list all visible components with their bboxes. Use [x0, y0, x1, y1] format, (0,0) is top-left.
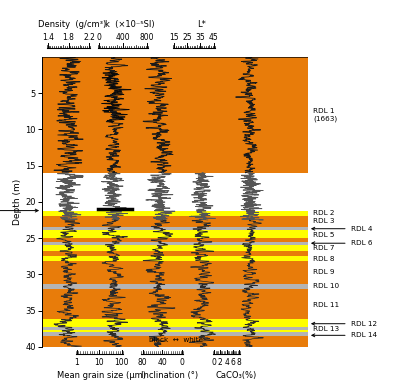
Bar: [42, 242, 308, 245]
Bar: [42, 57, 308, 173]
Bar: [42, 289, 308, 319]
Text: 80: 80: [138, 358, 147, 367]
Text: RDL 1
(1663): RDL 1 (1663): [313, 108, 338, 122]
Text: 15: 15: [169, 33, 178, 42]
Text: 25: 25: [182, 33, 192, 42]
Text: RDL 5: RDL 5: [313, 232, 335, 238]
Text: 1: 1: [74, 358, 79, 367]
Text: 10: 10: [94, 358, 104, 367]
Text: 1.8: 1.8: [63, 33, 74, 42]
Text: RDL 7: RDL 7: [313, 245, 335, 251]
Text: 8: 8: [237, 358, 242, 367]
Text: Mean grain size (μm): Mean grain size (μm): [57, 371, 146, 380]
Bar: [42, 173, 308, 211]
Text: 3709
cal BP: 3709 cal BP: [0, 204, 38, 217]
Bar: [42, 327, 308, 330]
Text: RDL 6: RDL 6: [312, 240, 372, 246]
Y-axis label: Depth (m): Depth (m): [13, 179, 22, 225]
Bar: [42, 227, 308, 230]
Bar: [42, 336, 308, 347]
Text: RDL 4: RDL 4: [312, 226, 372, 232]
Text: 100: 100: [114, 358, 129, 367]
Text: 1.4: 1.4: [42, 33, 54, 42]
Text: RDL 11: RDL 11: [313, 302, 340, 308]
Text: 0: 0: [211, 358, 216, 367]
Text: RDL 2: RDL 2: [313, 211, 335, 216]
Text: RDL 14: RDL 14: [312, 332, 377, 338]
Text: 35: 35: [195, 33, 205, 42]
Bar: [42, 284, 308, 289]
Bar: [42, 216, 308, 227]
Text: RDL 12: RDL 12: [312, 321, 377, 327]
Text: 0: 0: [97, 33, 102, 42]
Text: 0: 0: [180, 358, 184, 367]
Text: k  (×10⁻⁵SI): k (×10⁻⁵SI): [105, 20, 154, 29]
Bar: [42, 251, 308, 256]
Text: 800: 800: [140, 33, 154, 42]
Bar: [42, 211, 308, 216]
Bar: [42, 230, 308, 238]
Text: black  ↔  white: black ↔ white: [149, 337, 203, 343]
Text: 6: 6: [230, 358, 236, 367]
Text: 400: 400: [116, 33, 130, 42]
Text: CaCO₃(%): CaCO₃(%): [216, 371, 257, 380]
Text: RDL 13: RDL 13: [313, 326, 340, 332]
Text: 4: 4: [224, 358, 229, 367]
Bar: [42, 332, 308, 336]
Text: 45: 45: [209, 33, 218, 42]
Bar: [42, 256, 308, 261]
Bar: [42, 238, 308, 242]
Text: RDL 9: RDL 9: [313, 269, 335, 275]
Text: RDL 8: RDL 8: [313, 256, 335, 262]
Text: 2: 2: [218, 358, 222, 367]
Text: Inclination (°): Inclination (°): [141, 371, 198, 380]
Bar: [42, 245, 308, 251]
Bar: [42, 261, 308, 284]
Text: L*: L*: [197, 20, 206, 29]
Text: RDL 3: RDL 3: [313, 218, 335, 225]
Text: RDL 10: RDL 10: [313, 283, 340, 289]
Bar: [42, 319, 308, 327]
Bar: [42, 330, 308, 332]
Text: Density  (g/cm³): Density (g/cm³): [38, 20, 107, 29]
Text: 2.2: 2.2: [84, 33, 95, 42]
Text: 40: 40: [157, 358, 167, 367]
